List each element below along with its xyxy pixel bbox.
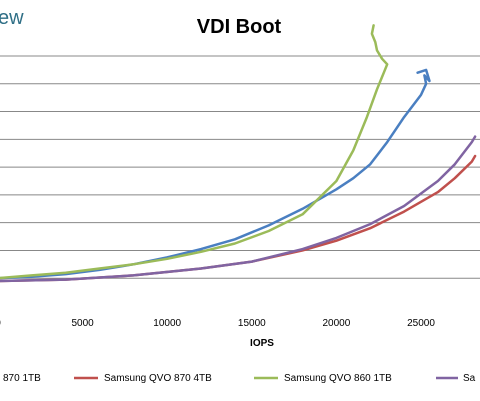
x-tick-label: 20000 <box>322 318 350 329</box>
legend-label: Samsung QVO 870 4TB <box>104 373 212 384</box>
series-line-4 <box>0 135 477 283</box>
series-line-2 <box>0 154 477 283</box>
brand-logo-text: ew <box>0 7 24 29</box>
series-line-3 <box>0 24 389 280</box>
chart-title: VDI Boot <box>197 16 282 38</box>
x-tick-label: 5000 <box>71 318 94 329</box>
x-tick-label: 15000 <box>238 318 266 329</box>
legend-label: Sa <box>463 373 476 384</box>
legend-label: 870 1TB <box>3 373 41 384</box>
x-tick-label: 10000 <box>153 318 181 329</box>
x-tick-label: 0 <box>0 318 1 329</box>
series-layer <box>0 24 477 283</box>
grid <box>0 55 480 279</box>
series-line-1 <box>0 68 431 280</box>
x-axis-label: IOPS <box>250 338 274 349</box>
x-axis-ticks: 0 5000 10000 15000 20000 25000 <box>0 318 435 329</box>
legend: 870 1TB Samsung QVO 870 4TB Samsung QVO 86… <box>3 373 476 384</box>
legend-label: Samsung QVO 860 1TB <box>284 373 392 384</box>
x-tick-label: 25000 <box>407 318 435 329</box>
